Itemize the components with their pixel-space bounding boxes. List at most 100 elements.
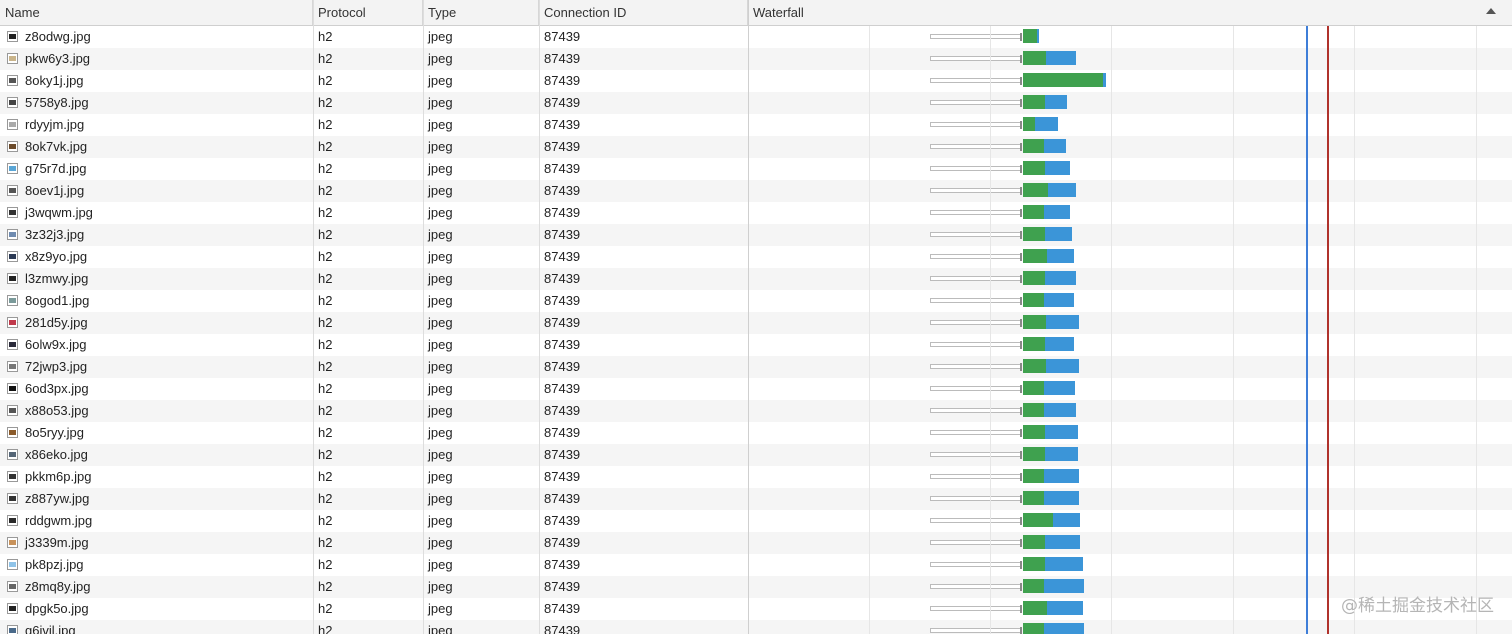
file-name[interactable]: g75r7d.jpg bbox=[25, 161, 87, 176]
waiting-ttfb-bar[interactable] bbox=[1023, 513, 1053, 527]
file-name[interactable]: z887yw.jpg bbox=[25, 491, 90, 506]
file-name[interactable]: z8odwg.jpg bbox=[25, 29, 91, 44]
content-download-bar[interactable] bbox=[1044, 579, 1084, 593]
column-header-waterfall[interactable]: Waterfall bbox=[748, 0, 1512, 25]
content-download-bar[interactable] bbox=[1046, 51, 1076, 65]
waiting-ttfb-bar[interactable] bbox=[1023, 579, 1044, 593]
waiting-ttfb-bar[interactable] bbox=[1023, 205, 1044, 219]
waiting-ttfb-bar[interactable] bbox=[1023, 469, 1044, 483]
table-row[interactable]: g6ivjl.jpg h2 jpeg 87439 bbox=[0, 620, 1512, 634]
waiting-ttfb-bar[interactable] bbox=[1023, 161, 1045, 175]
waiting-ttfb-bar[interactable] bbox=[1023, 535, 1045, 549]
file-name[interactable]: rdyyjm.jpg bbox=[25, 117, 85, 132]
file-name[interactable]: x8z9yo.jpg bbox=[25, 249, 88, 264]
table-row[interactable]: j3339m.jpg h2 jpeg 87439 bbox=[0, 532, 1512, 554]
file-name[interactable]: 6od3px.jpg bbox=[25, 381, 89, 396]
table-row[interactable]: x8z9yo.jpg h2 jpeg 87439 bbox=[0, 246, 1512, 268]
file-name[interactable]: 6olw9x.jpg bbox=[25, 337, 87, 352]
table-row[interactable]: 3z32j3.jpg h2 jpeg 87439 bbox=[0, 224, 1512, 246]
waiting-ttfb-bar[interactable] bbox=[1023, 29, 1037, 43]
content-download-bar[interactable] bbox=[1045, 161, 1070, 175]
waiting-ttfb-bar[interactable] bbox=[1023, 227, 1045, 241]
waiting-ttfb-bar[interactable] bbox=[1023, 403, 1044, 417]
waiting-ttfb-bar[interactable] bbox=[1023, 117, 1035, 131]
table-row[interactable]: 6olw9x.jpg h2 jpeg 87439 bbox=[0, 334, 1512, 356]
waiting-ttfb-bar[interactable] bbox=[1023, 381, 1044, 395]
table-row[interactable]: 8ogod1.jpg h2 jpeg 87439 bbox=[0, 290, 1512, 312]
waiting-ttfb-bar[interactable] bbox=[1023, 293, 1044, 307]
file-name[interactable]: 8ogod1.jpg bbox=[25, 293, 90, 308]
waiting-ttfb-bar[interactable] bbox=[1023, 51, 1046, 65]
file-name[interactable]: x86eko.jpg bbox=[25, 447, 88, 462]
file-name[interactable]: 8ok7vk.jpg bbox=[25, 139, 88, 154]
table-row[interactable]: pkkm6p.jpg h2 jpeg 87439 bbox=[0, 466, 1512, 488]
table-row[interactable]: z8odwg.jpg h2 jpeg 87439 bbox=[0, 26, 1512, 48]
column-header-type[interactable]: Type bbox=[423, 0, 539, 25]
column-header-name[interactable]: Name bbox=[0, 0, 313, 25]
file-name[interactable]: dpgk5o.jpg bbox=[25, 601, 89, 616]
content-download-bar[interactable] bbox=[1035, 117, 1058, 131]
waiting-ttfb-bar[interactable] bbox=[1023, 491, 1044, 505]
table-row[interactable]: dpgk5o.jpg h2 jpeg 87439 bbox=[0, 598, 1512, 620]
file-name[interactable]: 8oev1j.jpg bbox=[25, 183, 85, 198]
file-name[interactable]: j3wqwm.jpg bbox=[25, 205, 93, 220]
table-row[interactable]: pk8pzj.jpg h2 jpeg 87439 bbox=[0, 554, 1512, 576]
content-download-bar[interactable] bbox=[1045, 95, 1067, 109]
content-download-bar[interactable] bbox=[1044, 491, 1079, 505]
content-download-bar[interactable] bbox=[1045, 271, 1076, 285]
content-download-bar[interactable] bbox=[1047, 601, 1083, 615]
content-download-bar[interactable] bbox=[1046, 359, 1079, 373]
content-download-bar[interactable] bbox=[1045, 337, 1074, 351]
column-header-protocol[interactable]: Protocol bbox=[313, 0, 423, 25]
content-download-bar[interactable] bbox=[1045, 425, 1078, 439]
waiting-ttfb-bar[interactable] bbox=[1023, 557, 1045, 571]
file-name[interactable]: pkkm6p.jpg bbox=[25, 469, 92, 484]
waiting-ttfb-bar[interactable] bbox=[1023, 73, 1103, 87]
table-row[interactable]: rddgwm.jpg h2 jpeg 87439 bbox=[0, 510, 1512, 532]
waiting-ttfb-bar[interactable] bbox=[1023, 601, 1047, 615]
table-row[interactable]: 72jwp3.jpg h2 jpeg 87439 bbox=[0, 356, 1512, 378]
content-download-bar[interactable] bbox=[1044, 139, 1066, 153]
waiting-ttfb-bar[interactable] bbox=[1023, 315, 1046, 329]
waiting-ttfb-bar[interactable] bbox=[1023, 249, 1047, 263]
content-download-bar[interactable] bbox=[1044, 205, 1070, 219]
table-row[interactable]: 8ok7vk.jpg h2 jpeg 87439 bbox=[0, 136, 1512, 158]
file-name[interactable]: pk8pzj.jpg bbox=[25, 557, 84, 572]
content-download-bar[interactable] bbox=[1037, 29, 1039, 43]
content-download-bar[interactable] bbox=[1045, 535, 1080, 549]
file-name[interactable]: 8o5ryy.jpg bbox=[25, 425, 85, 440]
table-row[interactable]: 8o5ryy.jpg h2 jpeg 87439 bbox=[0, 422, 1512, 444]
table-row[interactable]: 5758y8.jpg h2 jpeg 87439 bbox=[0, 92, 1512, 114]
column-header-connection-id[interactable]: Connection ID bbox=[539, 0, 748, 25]
table-row[interactable]: 8oky1j.jpg h2 jpeg 87439 bbox=[0, 70, 1512, 92]
table-row[interactable]: rdyyjm.jpg h2 jpeg 87439 bbox=[0, 114, 1512, 136]
file-name[interactable]: 5758y8.jpg bbox=[25, 95, 89, 110]
file-name[interactable]: x88o53.jpg bbox=[25, 403, 89, 418]
content-download-bar[interactable] bbox=[1053, 513, 1080, 527]
content-download-bar[interactable] bbox=[1103, 73, 1106, 87]
table-row[interactable]: z887yw.jpg h2 jpeg 87439 bbox=[0, 488, 1512, 510]
table-row[interactable]: z8mq8y.jpg h2 jpeg 87439 bbox=[0, 576, 1512, 598]
content-download-bar[interactable] bbox=[1045, 557, 1083, 571]
waiting-ttfb-bar[interactable] bbox=[1023, 95, 1045, 109]
waiting-ttfb-bar[interactable] bbox=[1023, 183, 1048, 197]
table-row[interactable]: 8oev1j.jpg h2 jpeg 87439 bbox=[0, 180, 1512, 202]
file-name[interactable]: 281d5y.jpg bbox=[25, 315, 88, 330]
waiting-ttfb-bar[interactable] bbox=[1023, 271, 1045, 285]
waiting-ttfb-bar[interactable] bbox=[1023, 447, 1045, 461]
content-download-bar[interactable] bbox=[1044, 623, 1084, 634]
file-name[interactable]: 8oky1j.jpg bbox=[25, 73, 84, 88]
content-download-bar[interactable] bbox=[1046, 315, 1079, 329]
file-name[interactable]: j3339m.jpg bbox=[25, 535, 89, 550]
file-name[interactable]: rddgwm.jpg bbox=[25, 513, 93, 528]
sort-ascending-icon[interactable] bbox=[1486, 8, 1496, 14]
content-download-bar[interactable] bbox=[1044, 403, 1076, 417]
table-row[interactable]: 6od3px.jpg h2 jpeg 87439 bbox=[0, 378, 1512, 400]
content-download-bar[interactable] bbox=[1047, 249, 1074, 263]
content-download-bar[interactable] bbox=[1044, 469, 1079, 483]
file-name[interactable]: z8mq8y.jpg bbox=[25, 579, 91, 594]
table-row[interactable]: x86eko.jpg h2 jpeg 87439 bbox=[0, 444, 1512, 466]
table-row[interactable]: 281d5y.jpg h2 jpeg 87439 bbox=[0, 312, 1512, 334]
waiting-ttfb-bar[interactable] bbox=[1023, 623, 1044, 634]
content-download-bar[interactable] bbox=[1044, 293, 1074, 307]
